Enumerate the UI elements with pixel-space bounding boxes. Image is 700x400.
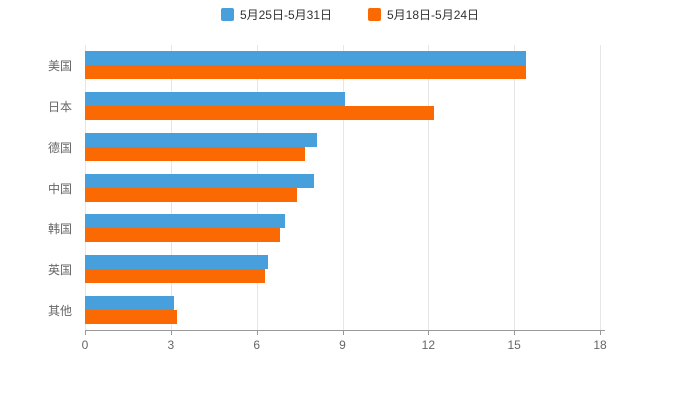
bar-series2-4 — [85, 187, 297, 202]
bar-series1-3 — [85, 132, 317, 147]
y-category-label: 英国 — [47, 262, 72, 277]
x-tick-mark — [342, 330, 344, 335]
gridline — [342, 45, 344, 330]
legend-swatch-orange-icon — [368, 8, 381, 21]
y-category-label: 韩国 — [47, 222, 72, 237]
legend-label-series-2: 5月18日-5月24日 — [387, 8, 480, 22]
bar-series1-6 — [85, 254, 269, 269]
y-category-label: 德国 — [47, 140, 72, 155]
x-tick-mark — [600, 330, 601, 335]
x-tick-label: 15 — [507, 338, 521, 352]
x-tick-label: 3 — [167, 338, 175, 352]
gridline — [428, 45, 430, 330]
bar-series2-1 — [85, 65, 526, 80]
bar-series2-2 — [85, 106, 435, 121]
x-tick-label: 9 — [339, 338, 346, 352]
y-category-label: 其他 — [47, 303, 72, 318]
x-tick-mark — [85, 330, 86, 335]
plot-area: 0 3 6 9 12 15 18 美国日本德国中国韩国英国其他 — [48, 45, 607, 352]
legend-item-series-1[interactable]: 5月25日-5月31日 — [220, 6, 332, 23]
bar-series2-3 — [85, 146, 306, 161]
gridline — [514, 45, 516, 330]
x-tick-mark — [256, 330, 258, 335]
y-category-label: 美国 — [47, 59, 72, 74]
y-category-label: 中国 — [47, 181, 72, 196]
y-category-label: 日本 — [47, 100, 72, 115]
x-tick-mark — [514, 330, 516, 335]
x-tick-label: 12 — [421, 338, 436, 352]
gridline — [600, 45, 601, 330]
x-tick-label: 18 — [593, 338, 607, 352]
bar-series1-1 — [85, 51, 526, 66]
bar-series2-7 — [85, 309, 177, 324]
legend-swatch-blue-icon — [220, 8, 234, 21]
bar-series1-5 — [85, 214, 286, 229]
x-tick-mark — [428, 330, 430, 335]
bar-series1-2 — [85, 92, 346, 107]
legend-item-series-2[interactable]: 5月18日-5月24日 — [368, 6, 479, 23]
bar-series1-7 — [85, 295, 174, 310]
legend: 5月25日-5月31日 5月18日-5月24日 — [0, 6, 700, 23]
bar-series2-5 — [85, 228, 280, 243]
x-tick-label: 6 — [253, 338, 260, 352]
x-tick-label: 0 — [81, 338, 89, 352]
bar-series1-4 — [85, 173, 314, 188]
bar-series2-6 — [85, 268, 266, 283]
legend-label-series-1: 5月25日-5月31日 — [239, 8, 332, 22]
x-tick-mark — [170, 330, 172, 335]
